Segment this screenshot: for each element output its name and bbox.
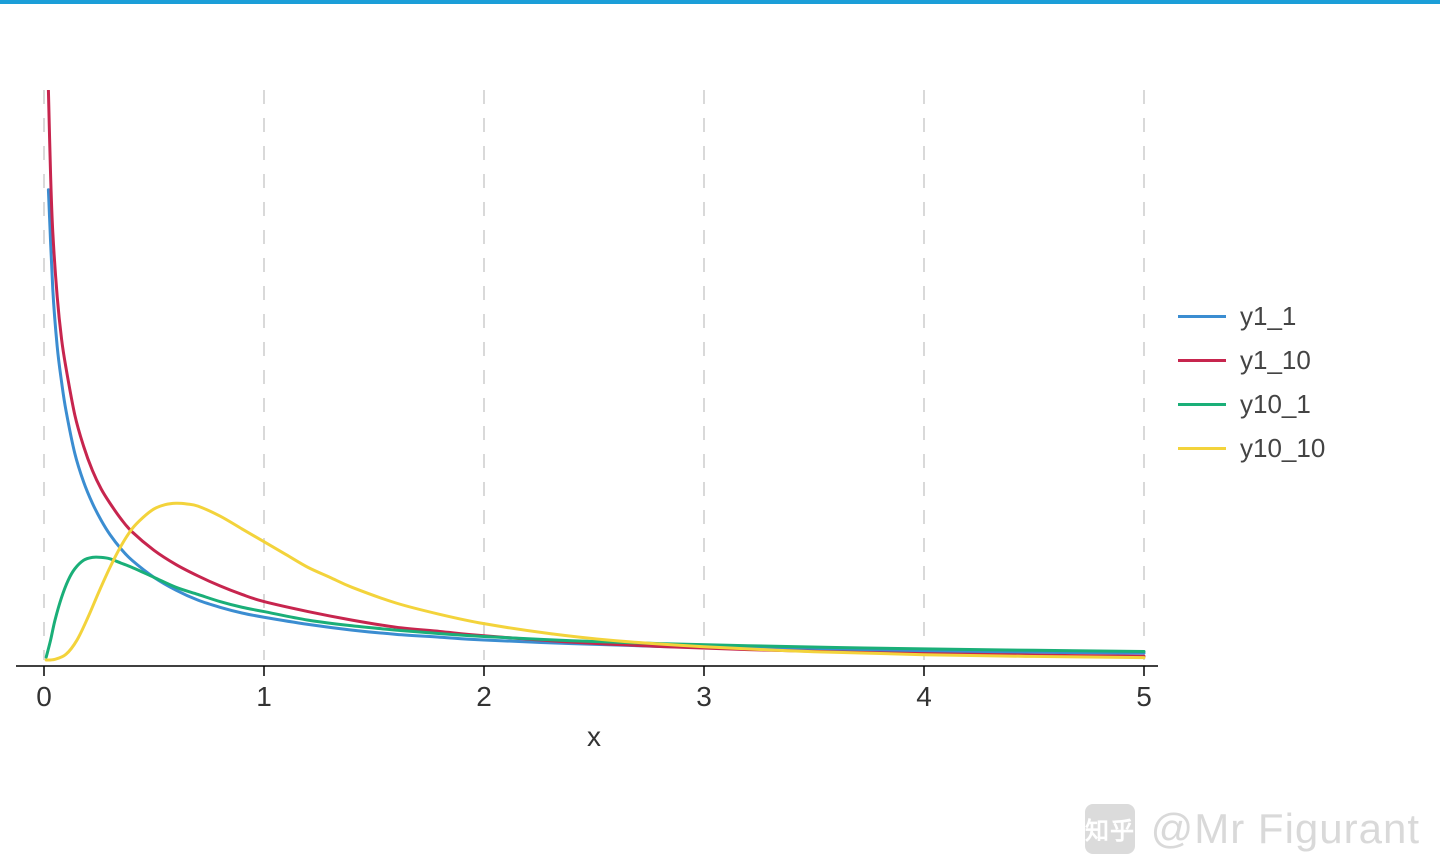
x-tick-label: 2: [476, 681, 492, 712]
legend-item-y1_10[interactable]: y1_10: [1178, 338, 1325, 382]
chart-container: 012345x y1_1y1_10y10_1y10_10 知乎 @Mr Figu…: [0, 4, 1440, 864]
x-tick-label: 5: [1136, 681, 1152, 712]
legend-label: y10_10: [1240, 433, 1325, 464]
x-tick-label: 1: [256, 681, 272, 712]
series-y1_10: [48, 90, 1144, 656]
legend-item-y10_1[interactable]: y10_1: [1178, 382, 1325, 426]
x-tick-label: 0: [36, 681, 52, 712]
legend-label: y1_10: [1240, 345, 1311, 376]
x-tick-label: 4: [916, 681, 932, 712]
legend-label: y10_1: [1240, 389, 1311, 420]
legend-item-y1_1[interactable]: y1_1: [1178, 294, 1325, 338]
legend-label: y1_1: [1240, 301, 1296, 332]
series-y10_1: [46, 557, 1144, 657]
legend-swatch: [1178, 315, 1226, 318]
chart-legend: y1_1 y1_10 y10_1 y10_10: [1178, 294, 1325, 470]
legend-swatch: [1178, 403, 1226, 406]
legend-swatch: [1178, 359, 1226, 362]
x-tick-label: 3: [696, 681, 712, 712]
x-axis-label: x: [587, 721, 601, 752]
legend-item-y10_10[interactable]: y10_10: [1178, 426, 1325, 470]
legend-swatch: [1178, 447, 1226, 450]
